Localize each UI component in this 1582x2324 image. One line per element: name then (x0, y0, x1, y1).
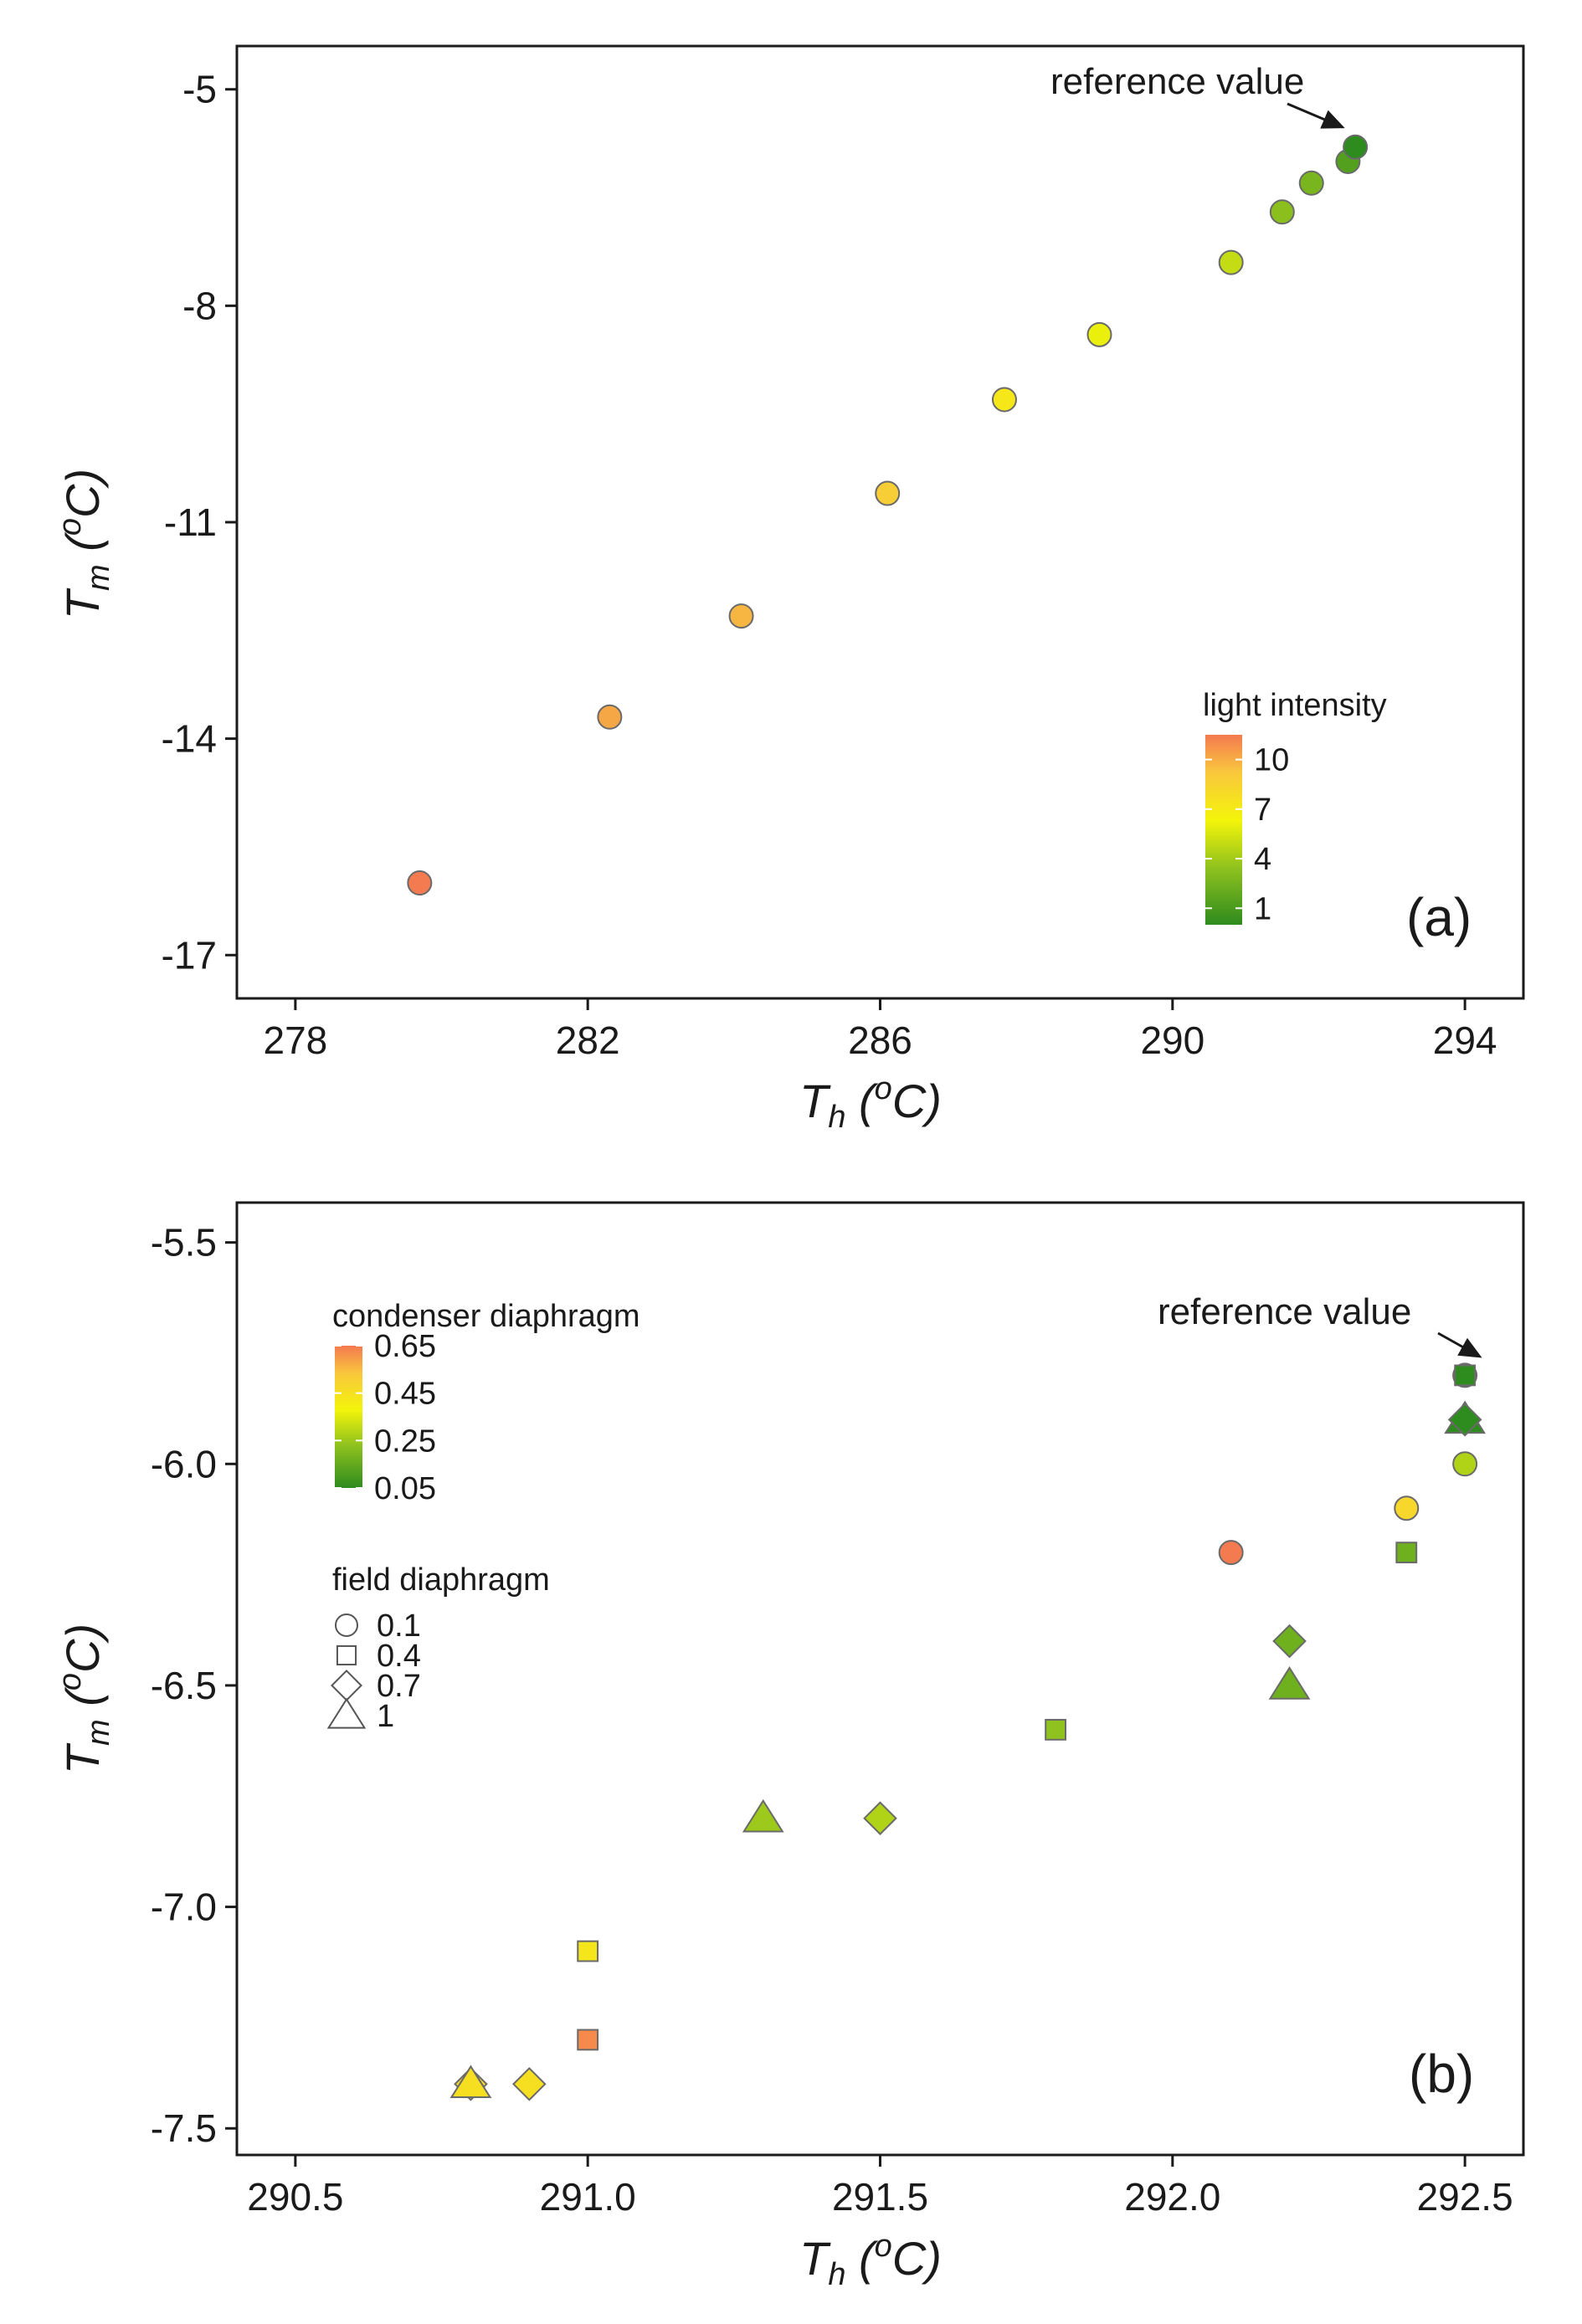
legend-color-title-b: condenser diaphragm (332, 1299, 640, 1334)
colorbar-tick-label-b: 0.45 (374, 1377, 436, 1412)
y-tick-label-a: -14 (162, 717, 217, 761)
y-tick-label-a: -17 (162, 933, 217, 977)
annotation-reference-value-a: reference value (1050, 61, 1304, 102)
y-tick-label-a: -5 (182, 68, 217, 111)
data-point-a (1086, 321, 1112, 347)
y-axis-title-b: Tm (oC) (53, 1624, 116, 1774)
shape-legend-b: 0.10.40.71 (326, 1608, 421, 1734)
data-point-b (512, 2066, 547, 2101)
data-point-b (742, 1798, 784, 1833)
data-points-a (407, 134, 1369, 896)
data-points-b (449, 1362, 1487, 2101)
data-point-a (1218, 249, 1244, 275)
x-tick-label-a: 286 (848, 1018, 912, 1062)
data-point-b (1395, 1542, 1418, 1564)
colorbar-tick-label-a: 1 (1254, 891, 1271, 926)
data-point-b (1454, 1364, 1477, 1387)
colorbar-b (335, 1346, 362, 1488)
plot-frame-a (235, 44, 1525, 1000)
y-tick-label-b: -5.5 (151, 1221, 217, 1265)
x-tick-label-a: 282 (556, 1018, 620, 1062)
x-tick-label-a: 290 (1140, 1018, 1204, 1062)
x-tick-label-b: 291.0 (540, 2175, 636, 2219)
data-point-b (1268, 1666, 1311, 1700)
data-point-a (1269, 199, 1295, 225)
data-point-b (1394, 1495, 1420, 1521)
legend-shape-square (336, 1644, 357, 1666)
data-point-b (1272, 1624, 1307, 1659)
colorbar-tick-label-b: 0.05 (374, 1471, 436, 1506)
legend-shape-label: 0.1 (377, 1608, 421, 1644)
data-point-b (577, 1940, 599, 1962)
x-tick-label-b: 290.5 (247, 2175, 343, 2219)
legend-title-a: light intensity (1203, 688, 1387, 723)
colorbar-tick-label-a: 4 (1254, 842, 1271, 877)
data-point-a (407, 870, 433, 896)
data-point-a (875, 480, 901, 506)
data-point-a (1298, 170, 1324, 196)
legend-shape-label: 1 (377, 1699, 394, 1734)
data-point-b (1045, 1718, 1066, 1741)
x-axis-title-a: Th (oC) (799, 1071, 942, 1135)
panel-label-b: (b) (1409, 2044, 1474, 2104)
data-point-b (449, 2065, 492, 2099)
data-point-b (577, 2029, 599, 2051)
data-point-a (991, 387, 1017, 413)
panel-label-a: (a) (1406, 887, 1472, 947)
x-tick-label-b: 292.5 (1417, 2175, 1513, 2219)
annotation-arrow-b (1437, 1331, 1482, 1358)
data-point-b (863, 1801, 897, 1836)
axis-ticks-a: 278 282 286 290 294 -5 -8 -11 -14 -17 (162, 68, 1497, 1062)
colorbar-ticks-a: 10 7 4 1 (1205, 743, 1289, 926)
legend-shape-triangle (326, 1697, 367, 1729)
annotation-reference-value-b: reference value (1158, 1291, 1411, 1332)
legend-shape-label: 0.7 (377, 1669, 421, 1704)
x-axis-title-b: Th (oC) (799, 2229, 942, 2292)
annotation-arrow-a (1287, 102, 1345, 129)
data-point-a (1343, 134, 1369, 160)
colorbar-a (1205, 735, 1242, 925)
axis-ticks-b: 290.5 291.0 291.5 292.0 292.5 -5.5 -6.0 -6.5 -7.… (151, 1221, 1513, 2219)
panel-a: 278 282 286 290 294 -5 -8 -11 -14 -17 Th (oC) Tm … (53, 44, 1525, 1135)
y-tick-label-b: -7.0 (151, 1885, 217, 1929)
data-point-b (1452, 1451, 1478, 1477)
colorbar-ticks-b: 0.65 0.45 0.25 0.05 (335, 1329, 436, 1506)
y-axis-title-a: Tm (oC) (53, 469, 116, 619)
legend-shape-label: 0.4 (377, 1639, 421, 1674)
data-point-a (728, 603, 754, 629)
data-point-a (597, 704, 623, 730)
x-tick-label-b: 291.5 (832, 2175, 928, 2219)
y-tick-label-b: -7.5 (151, 2106, 217, 2150)
y-tick-label-b: -6.0 (151, 1442, 217, 1485)
legend-shape-diamond (331, 1670, 362, 1701)
y-tick-label-b: -6.5 (151, 1664, 217, 1707)
legend-shape-title-b: field diaphragm (332, 1562, 550, 1598)
panel-b: 290.5 291.0 291.5 292.0 292.5 -5.5 -6.0 -6.5 -7.… (53, 1201, 1525, 2292)
legend-shape-circle (335, 1613, 358, 1637)
colorbar-tick-label-a: 10 (1254, 743, 1289, 778)
data-point-b (1447, 1403, 1482, 1437)
colorbar-tick-label-b: 0.65 (374, 1329, 436, 1364)
x-tick-label-b: 292.0 (1124, 2175, 1220, 2219)
data-point-b (1218, 1540, 1244, 1566)
y-tick-label-a: -8 (182, 284, 217, 327)
x-tick-label-a: 294 (1433, 1018, 1497, 1062)
colorbar-tick-label-b: 0.25 (374, 1424, 436, 1459)
y-tick-label-a: -11 (164, 500, 217, 544)
colorbar-tick-label-a: 7 (1254, 793, 1271, 828)
x-tick-label-a: 278 (263, 1018, 327, 1062)
